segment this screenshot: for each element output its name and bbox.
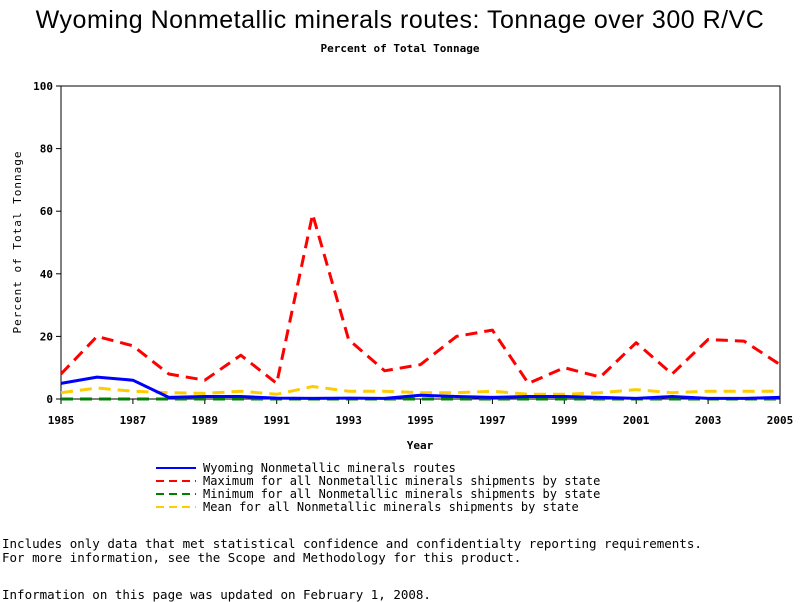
series-group: [59, 212, 781, 401]
x-tick-label: 1989: [192, 414, 219, 427]
series-line-4: [60, 385, 780, 396]
chart-subtitle: Percent of Total Tonnage: [320, 42, 480, 55]
y-tick-label: 100: [33, 80, 53, 93]
x-tick-label: 1995: [407, 414, 434, 427]
x-tick-label: 1987: [120, 414, 147, 427]
x-tick-label: 1993: [335, 414, 362, 427]
x-axis: 1985 1987 1989 1991 1993 1995 1997 1999 2001 2003…: [48, 399, 794, 427]
footnote-methodology: For more information, see the Scope and …: [2, 550, 522, 565]
series-line-2: [59, 212, 781, 385]
y-tick-label: 80: [40, 143, 53, 156]
legend: Wyoming Nonmetallic minerals routesMaxim…: [156, 461, 600, 514]
y-tick-label: 40: [40, 268, 53, 281]
footnote-confidence: Includes only data that met statistical …: [2, 536, 702, 551]
update-notice: Information on this page was updated on …: [2, 587, 431, 602]
x-tick-label: 1999: [551, 414, 578, 427]
x-tick-label: 2003: [695, 414, 722, 427]
series-line-1: [60, 375, 781, 400]
legend-label: Maximum for all Nonmetallic minerals shi…: [203, 474, 600, 488]
plot-frame: [60, 85, 781, 400]
y-tick-label: 0: [46, 393, 53, 406]
line-chart: 0 20 40 60 80 100 1985 1987 1989 1991 1993 1995 199…: [11, 80, 794, 514]
x-tick-label: 2001: [623, 414, 650, 427]
y-axis: 0 20 40 60 80 100: [33, 80, 61, 406]
y-tick-label: 20: [40, 330, 53, 343]
x-tick-label: 1985: [48, 414, 75, 427]
footnotes: Includes only data that met statistical …: [2, 537, 702, 565]
y-tick-label: 60: [40, 205, 53, 218]
legend-label: Mean for all Nonmetallic minerals shipme…: [203, 500, 579, 514]
y-axis-label: Percent of Total Tonnage: [11, 151, 24, 334]
chart-title: Wyoming Nonmetallic minerals routes: Ton…: [35, 6, 765, 34]
x-tick-label: 1997: [479, 414, 506, 427]
x-axis-label: Year: [407, 439, 434, 452]
legend-label: Minimum for all Nonmetallic minerals shi…: [203, 487, 600, 501]
x-tick-label: 1991: [263, 414, 290, 427]
legend-label: Wyoming Nonmetallic minerals routes: [203, 461, 456, 475]
x-tick-label: 2005: [767, 414, 794, 427]
